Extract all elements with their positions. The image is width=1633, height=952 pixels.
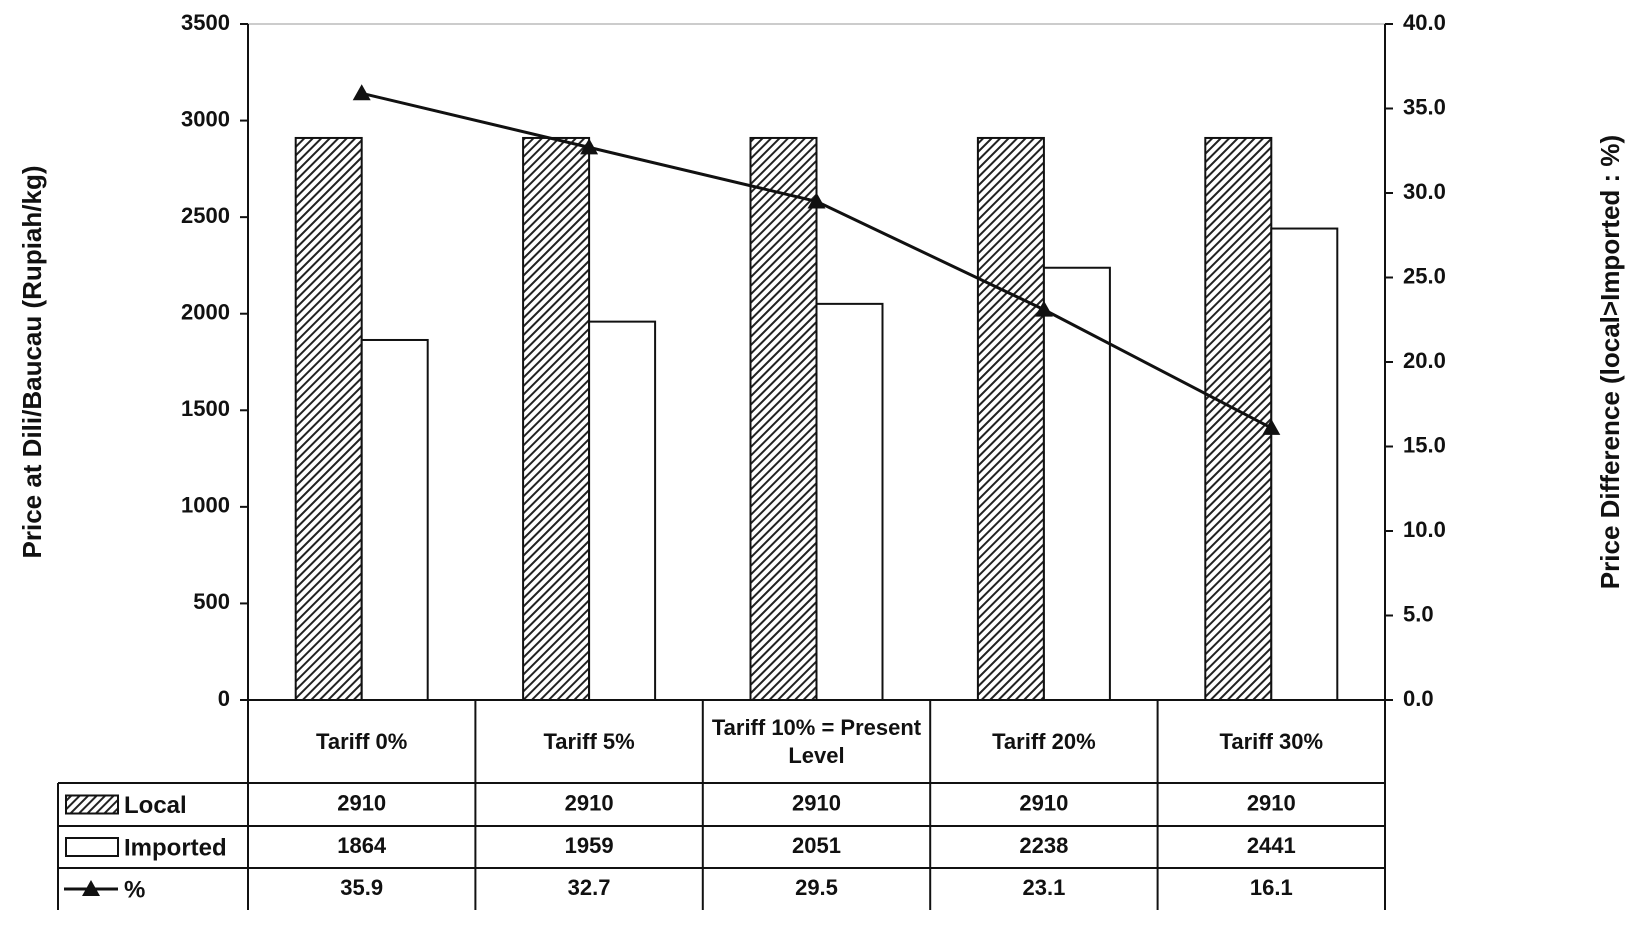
marker <box>352 84 371 101</box>
table-value: 32.7 <box>568 875 611 900</box>
bar <box>1042 266 1111 701</box>
data-table: Tariff 0% Tariff 5% Tariff 10% = Present L… <box>57 700 1386 910</box>
x-tick-label: Tariff 0% <box>316 728 408 754</box>
legend-label: % <box>124 876 145 903</box>
y-tick-label: 1000 <box>181 493 230 518</box>
y-tick-label: 2000 <box>181 300 230 325</box>
y2-tick-label: 25.0 <box>1403 263 1446 288</box>
table-value: 2910 <box>1247 790 1296 815</box>
x-tick-label: Tariff 20% <box>992 728 1096 754</box>
bar <box>522 136 591 701</box>
category-cell: Tariff 30% <box>1219 728 1324 754</box>
y-tick-label: 2500 <box>181 203 230 228</box>
y2-tick-label: 0.0 <box>1403 686 1434 711</box>
category-cell: Tariff 5% <box>543 728 635 754</box>
x-tick-label: Tariff 30% <box>1219 728 1324 754</box>
table-value: 35.9 <box>340 875 383 900</box>
y-axis-label: Price at Dili/Baucau (Rupiah/kg) <box>17 166 47 559</box>
bar <box>815 302 884 701</box>
y-tick-label: 500 <box>193 589 230 614</box>
bar <box>749 136 818 701</box>
table-value: 2910 <box>337 790 386 815</box>
bar <box>976 136 1045 701</box>
table-value: 2910 <box>1019 790 1068 815</box>
bar <box>588 320 657 701</box>
category-cell: Tariff 0% <box>316 728 408 754</box>
legend-key <box>65 837 119 857</box>
y2-tick-label: 5.0 <box>1403 601 1434 626</box>
y-tick-label: 0 <box>218 686 230 711</box>
marker <box>1262 418 1281 435</box>
marker <box>807 192 826 209</box>
table-value: 29.5 <box>795 875 838 900</box>
table-value: 2441 <box>1247 833 1296 858</box>
marker <box>1034 300 1053 317</box>
y2-tick-label: 40.0 <box>1403 10 1446 35</box>
bar <box>360 338 429 701</box>
bar <box>1204 136 1273 701</box>
table-value: 2910 <box>565 790 614 815</box>
x-tick-label: Tariff 5% <box>543 728 635 754</box>
legend-key <box>65 794 119 815</box>
y2-tick-label: 20.0 <box>1403 348 1446 373</box>
marker <box>580 138 599 155</box>
y2-tick-label: 10.0 <box>1403 517 1446 542</box>
table-value: 2910 <box>792 790 841 815</box>
y2-tick-label: 15.0 <box>1403 432 1446 457</box>
y-tick-label: 1500 <box>181 396 230 421</box>
y2-tick-label: 35.0 <box>1403 94 1446 119</box>
table-value: 1864 <box>337 833 387 858</box>
y-tick-label: 3500 <box>181 10 230 35</box>
category-cell: Tariff 10% = Present Level <box>711 714 922 768</box>
table-value: 2051 <box>792 833 841 858</box>
legend-marker <box>82 880 100 896</box>
table-value: 23.1 <box>1022 875 1065 900</box>
category-cell: Tariff 20% <box>992 728 1096 754</box>
legend-label: Local <box>124 792 187 819</box>
bar <box>1270 227 1339 701</box>
legend-label: Imported <box>124 834 227 861</box>
table-value: 16.1 <box>1250 875 1293 900</box>
table-value: 1959 <box>565 833 614 858</box>
table-value: 2238 <box>1019 833 1068 858</box>
x-tick-label: Tariff 10% = Present Level <box>711 714 922 768</box>
y-tick-label: 3000 <box>181 106 230 131</box>
bar <box>294 136 363 701</box>
y2-axis-label: Price Difference (local>Imported : %) <box>1595 135 1625 589</box>
y2-tick-label: 30.0 <box>1403 179 1446 204</box>
